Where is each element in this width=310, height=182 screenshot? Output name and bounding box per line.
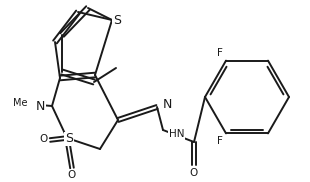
Text: HN: HN: [169, 129, 184, 139]
Text: S: S: [113, 13, 121, 27]
Text: Me: Me: [14, 98, 28, 108]
Text: O: O: [190, 168, 198, 178]
Text: F: F: [217, 48, 223, 58]
Text: N: N: [36, 100, 45, 112]
Text: F: F: [217, 136, 223, 146]
Text: O: O: [68, 170, 76, 180]
Text: S: S: [65, 132, 73, 145]
Text: O: O: [39, 134, 47, 144]
Text: N: N: [163, 98, 172, 112]
